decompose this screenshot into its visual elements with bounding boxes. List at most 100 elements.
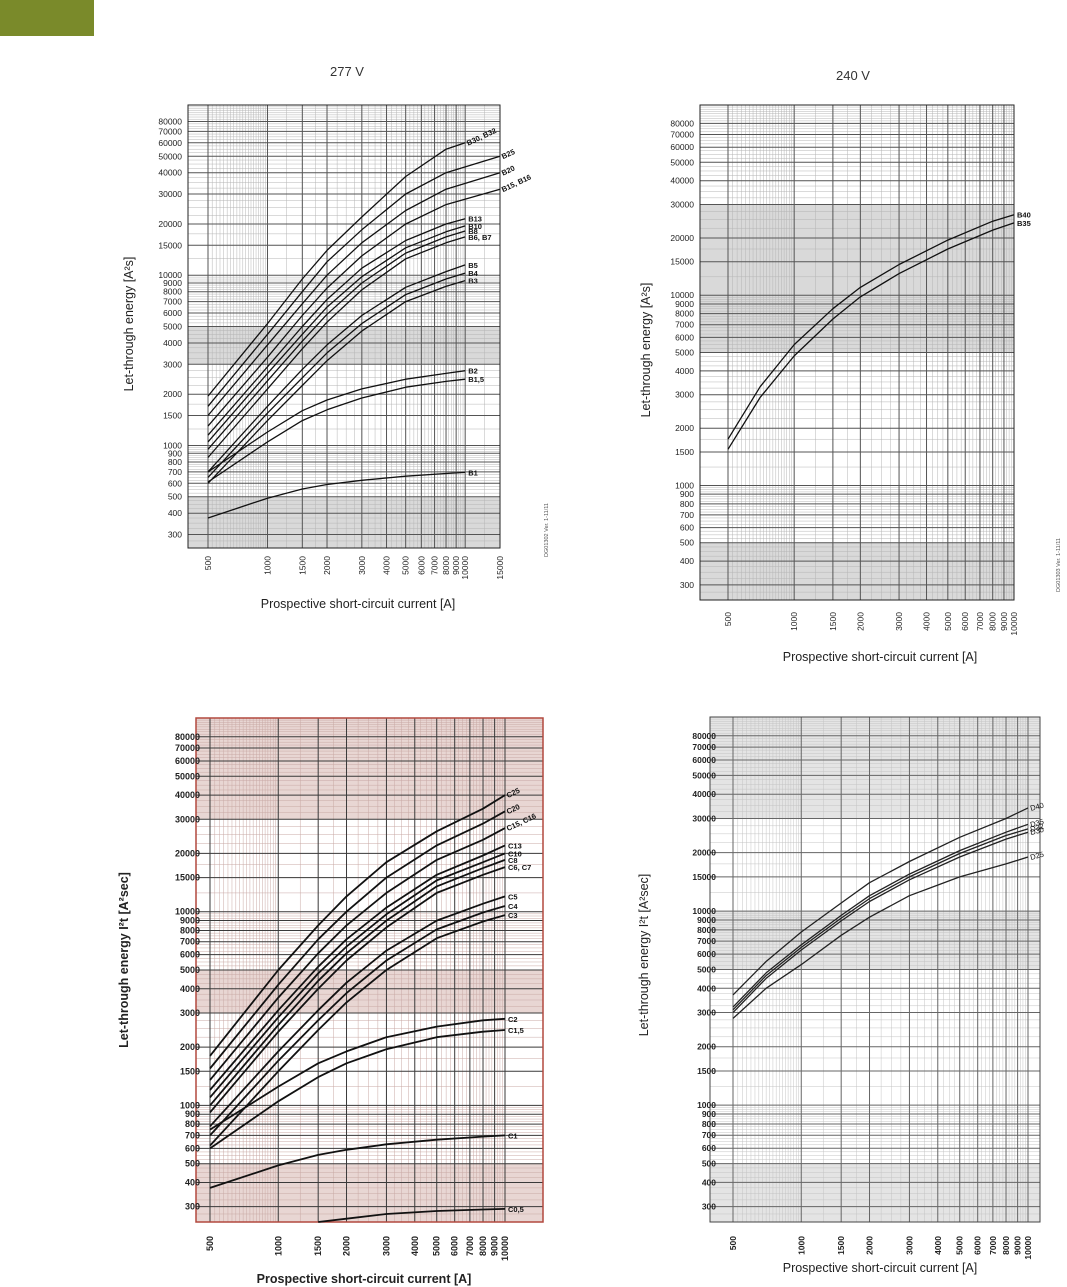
y-tick-label: 4000	[163, 338, 182, 348]
series-label-b4: B4	[468, 269, 478, 278]
y-tick-label: 500	[168, 492, 182, 502]
y-tick-label: 800	[185, 1119, 200, 1129]
y-tick-label: 1000	[180, 1100, 200, 1110]
y-tick-label: 700	[185, 1130, 200, 1140]
y-tick-label: 8000	[180, 925, 200, 935]
y-tick-label: 15000	[692, 872, 716, 882]
series-label-b2: B2	[468, 367, 478, 376]
series-label-c13: C13	[508, 841, 522, 850]
y-tick-label: 900	[168, 448, 182, 458]
x-tick-label: 10000	[1023, 1236, 1033, 1260]
x-axis-label: Prospective short-circuit current [A]	[783, 1261, 978, 1275]
x-tick-label: 5000	[432, 1236, 442, 1256]
y-tick-label: 1000	[675, 480, 694, 490]
series-line-b3	[207, 279, 466, 484]
series-line-c3	[209, 914, 506, 1147]
series-label-b1: B1	[468, 468, 478, 477]
y-tick-label: 80000	[692, 731, 716, 741]
series-line-c15-c16	[209, 827, 506, 1081]
plot-frame	[699, 104, 1015, 601]
y-tick-label: 9000	[163, 278, 182, 288]
y-tick-label: 20000	[670, 233, 694, 243]
y-tick-label: 70000	[670, 129, 694, 139]
x-tick-label: 9000	[451, 556, 461, 575]
shade-band	[196, 970, 543, 1013]
series-line-c8	[209, 859, 506, 1106]
x-tick-label: 3000	[904, 1236, 914, 1255]
y-tick-label: 800	[680, 499, 694, 509]
x-tick-label: 500	[723, 612, 733, 626]
series-line-d30	[732, 831, 1029, 1014]
series-line-b15-b16	[207, 188, 501, 427]
y-tick-label: 50000	[158, 151, 182, 161]
x-tick-label: 3000	[357, 556, 367, 575]
y-tick-label: 900	[185, 1109, 200, 1119]
x-tick-label: 4000	[922, 612, 932, 631]
x-tick-label: 4000	[410, 1236, 420, 1256]
x-tick-label: 2000	[322, 556, 332, 575]
y-tick-label: 1500	[163, 411, 182, 421]
y-tick-label: 7000	[180, 937, 200, 947]
y-tick-label: 10000	[158, 270, 182, 280]
y-tick-label: 500	[702, 1159, 716, 1169]
x-tick-label: 6000	[960, 612, 970, 631]
chart-top-left: 3004005006007008009001000150020003000400…	[122, 64, 550, 611]
series-line-d25	[732, 856, 1029, 1019]
y-tick-label: 1500	[697, 1066, 716, 1076]
x-tick-label: 9000	[1013, 1236, 1023, 1255]
y-tick-label: 600	[702, 1143, 716, 1153]
series-label-d25: D25	[1029, 850, 1045, 862]
series-line-d32	[732, 828, 1029, 1011]
x-tick-label: 8000	[478, 1236, 488, 1256]
y-tick-label: 10000	[175, 907, 200, 917]
x-tick-label: 7000	[430, 556, 440, 575]
y-tick-label: 30000	[670, 199, 694, 209]
series-label-b25: B25	[500, 147, 516, 161]
y-tick-label: 900	[680, 489, 694, 499]
y-tick-label: 70000	[692, 742, 716, 752]
series-line-c0-5	[318, 1208, 506, 1223]
x-tick-label: 7000	[465, 1236, 475, 1256]
x-tick-label: 1500	[297, 556, 307, 575]
series-line-b1-5	[207, 378, 466, 483]
y-tick-label: 15000	[670, 257, 694, 267]
y-tick-label: 9000	[697, 915, 716, 925]
series-line-d35	[732, 823, 1029, 1008]
series-line-b10	[207, 225, 466, 443]
y-tick-label: 2000	[180, 1042, 200, 1052]
series-label-c6-c7: C6, C7	[508, 863, 531, 872]
y-tick-label: 8000	[675, 309, 694, 319]
y-tick-label: 6000	[180, 950, 200, 960]
document-code: DG01302 Ver. 1-11/11	[544, 503, 550, 557]
series-line-c6-c7	[209, 866, 506, 1113]
y-tick-label: 600	[680, 523, 694, 533]
x-tick-label: 9000	[490, 1236, 500, 1256]
series-line-d40	[732, 807, 1029, 996]
x-tick-label: 4000	[382, 556, 392, 575]
series-line-b30-b32	[207, 142, 466, 397]
y-tick-label: 400	[680, 556, 694, 566]
series-label-d30: D30	[1029, 825, 1045, 837]
series-label-d40: D40	[1029, 801, 1045, 813]
y-tick-label: 20000	[158, 219, 182, 229]
y-tick-label: 1500	[675, 447, 694, 457]
y-tick-label: 70000	[175, 743, 200, 753]
y-tick-label: 50000	[692, 770, 716, 780]
y-tick-label: 5000	[163, 322, 182, 332]
y-tick-label: 700	[702, 1130, 716, 1140]
x-tick-label: 6000	[450, 1236, 460, 1256]
series-line-c4	[209, 905, 506, 1137]
series-label-c10: C10	[508, 849, 522, 858]
y-tick-label: 400	[168, 508, 182, 518]
x-tick-label: 8000	[988, 612, 998, 631]
y-tick-label: 5000	[675, 348, 694, 358]
y-tick-label: 40000	[175, 790, 200, 800]
series-label-c2: C2	[508, 1015, 518, 1024]
x-tick-label: 1500	[828, 612, 838, 631]
y-tick-label: 30000	[175, 814, 200, 824]
y-tick-label: 40000	[670, 176, 694, 186]
y-tick-label: 6000	[697, 949, 716, 959]
y-tick-label: 60000	[692, 755, 716, 765]
y-tick-label: 2000	[697, 1042, 716, 1052]
y-tick-label: 300	[702, 1202, 716, 1212]
